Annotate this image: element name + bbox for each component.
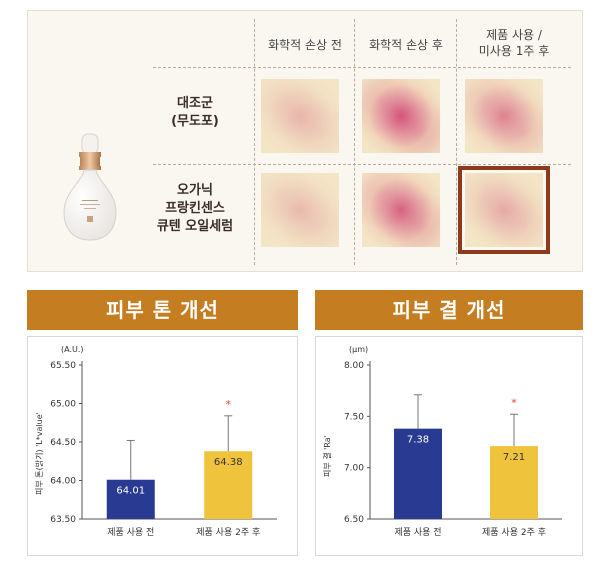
x-category-label: 제품 사용 2주 후 (482, 527, 546, 538)
banner-skin-texture: 피부 결 개선 (315, 290, 583, 330)
skin-swatch (362, 173, 440, 247)
skin-swatch (261, 79, 339, 153)
y-tick-label: 7.00 (344, 464, 364, 474)
bar (204, 451, 253, 519)
y-tick-label: 65.50 (50, 361, 76, 371)
y-tick-label: 7.50 (344, 412, 364, 422)
serum-dropper-bottle-icon (63, 133, 117, 241)
y-tick-label: 65.00 (50, 400, 76, 410)
y-tick-label: 6.50 (344, 515, 364, 525)
significance-star: * (226, 398, 232, 411)
chart-skin-texture: (μm) 피부 결 'Ra' 8.00 7.50 7.00 6.50 7.38 제품 사용… (315, 336, 583, 556)
divider-line (153, 67, 571, 68)
row-label-product: 오가닉 프랑킨센스 큐텐 오일세럼 (156, 183, 234, 234)
bar (106, 479, 155, 519)
divider-line (153, 164, 571, 165)
skin-swatch (362, 79, 440, 153)
bar (394, 428, 442, 519)
divider-line (456, 19, 457, 265)
row-label-control: 대조군 (무도포) (171, 96, 219, 129)
x-category-label: 제품 사용 전 (394, 527, 441, 538)
significance-star: * (511, 396, 517, 409)
bar (490, 446, 538, 519)
unit-label: (μm) (349, 345, 369, 354)
banner-skin-tone: 피부 톤 개선 (27, 290, 298, 330)
bar-value-label: 7.38 (407, 435, 429, 446)
bar-value-label: 7.21 (503, 452, 525, 463)
bar-value-label: 64.38 (214, 457, 243, 468)
y-tick-label: 64.00 (50, 477, 76, 487)
column-header-after-week: 제품 사용 / 미사용 1주 후 (478, 28, 550, 58)
y-tick-label: 8.00 (344, 361, 364, 371)
column-header-before: 화학적 손상 전 (268, 38, 342, 52)
y-tick-label: 63.50 (50, 515, 76, 525)
bar-chart-svg: 8.00 7.50 7.00 6.50 7.38 제품 사용 전 * 7.21 제품 사용 2주… (344, 361, 562, 538)
y-tick-label: 64.50 (50, 438, 76, 448)
divider-line (254, 19, 255, 265)
chart-skin-tone: (A.U.) 피부 톤(밝기) 'L*value' 65.50 65.00 64.5… (27, 336, 298, 556)
skin-swatch (465, 79, 543, 153)
bar-chart-svg: 65.50 65.00 64.50 64.00 63.50 64.01 제품 사용 전 * 64… (50, 361, 277, 538)
divider-line (354, 19, 355, 265)
skin-swatch (458, 166, 550, 254)
x-category-label: 제품 사용 전 (107, 527, 154, 538)
comparison-panel: 화학적 손상 전 화학적 손상 후 제품 사용 / 미사용 1주 후 대조군 (… (27, 10, 583, 272)
unit-label: (A.U.) (61, 345, 84, 354)
skin-swatch (261, 173, 339, 247)
column-header-after: 화학적 손상 후 (369, 38, 443, 52)
bar-value-label: 64.01 (116, 486, 145, 497)
x-category-label: 제품 사용 2주 후 (196, 527, 260, 538)
